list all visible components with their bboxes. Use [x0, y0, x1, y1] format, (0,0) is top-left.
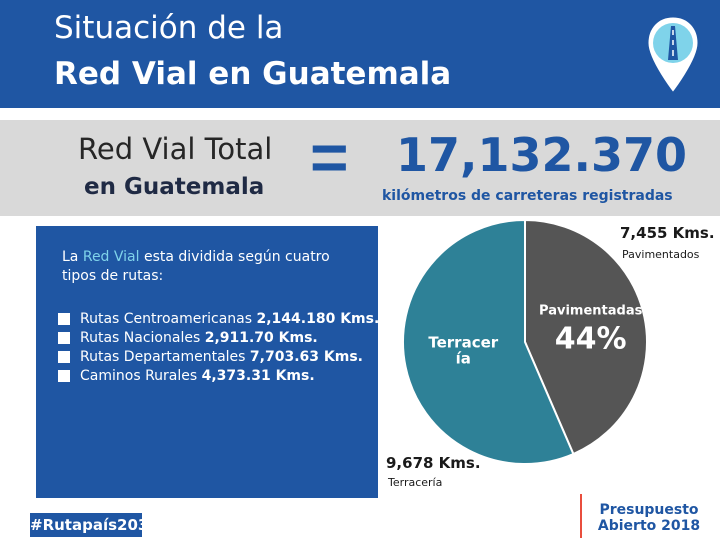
slice-label-dirt: Terracer	[428, 334, 498, 352]
footer-divider	[580, 494, 582, 538]
total-label-line2: en Guatemala	[84, 174, 265, 200]
routes-intro: La Red Vial esta dividida según cuatro t…	[62, 248, 362, 286]
pie-slice-paved	[524, 220, 648, 456]
road-type-pie-chart: Pavimentadas 44% Terracería	[402, 220, 648, 465]
bullet-square-icon	[58, 370, 70, 382]
road-pin-icon	[645, 14, 701, 96]
list-item: Caminos Rurales 4,373.31 Kms.	[56, 367, 379, 386]
routes-list: Rutas Centroamericanas 2,144.180 Kms. Ru…	[56, 310, 379, 386]
slice-label-paved: Pavimentadas	[539, 303, 643, 318]
budget-line2: Abierto 2018	[597, 518, 701, 534]
paved-annotation-caption: Pavimentados	[622, 248, 700, 261]
route-value: 7,703.63 Kms.	[249, 349, 363, 365]
route-label: Caminos Rurales	[80, 368, 198, 384]
equals-sign: =	[310, 120, 349, 194]
route-value: 2,911.70 Kms.	[204, 330, 318, 346]
route-value: 2,144.180 Kms.	[256, 311, 380, 327]
bullet-square-icon	[58, 351, 70, 363]
intro-suffix: esta dividida según cuatro tipos de ruta…	[62, 249, 330, 284]
header-banner	[0, 0, 720, 108]
hashtag-badge: #Rutapaís2032	[30, 513, 159, 537]
total-label-line1: Red Vial Total	[78, 132, 273, 166]
dirt-annotation-value: 9,678 Kms.	[386, 454, 481, 472]
budget-logo-text: Presupuesto Abierto 2018	[594, 502, 704, 534]
budget-line1: Presupuesto	[599, 502, 699, 518]
intro-highlight: Red Vial	[82, 249, 140, 265]
summary-band	[0, 120, 720, 216]
intro-prefix: La	[62, 249, 83, 265]
page-title-line1: Situación de la	[54, 10, 284, 46]
routes-panel	[36, 226, 378, 498]
route-label: Rutas Nacionales	[80, 330, 201, 346]
total-value: 17,132.370	[396, 128, 688, 182]
total-caption: kilómetros de carreteras registradas	[382, 188, 673, 204]
route-label: Rutas Departamentales	[80, 349, 246, 365]
pie-slice-dirt	[402, 220, 575, 465]
list-item: Rutas Centroamericanas 2,144.180 Kms.	[56, 310, 379, 329]
page-title-line2: Red Vial en Guatemala	[54, 56, 452, 92]
bullet-square-icon	[58, 313, 70, 325]
slice-percent-paved: 44%	[555, 321, 627, 356]
list-item: Rutas Departamentales 7,703.63 Kms.	[56, 348, 379, 367]
route-label: Rutas Centroamericanas	[80, 311, 253, 327]
bullet-square-icon	[58, 332, 70, 344]
list-item: Rutas Nacionales 2,911.70 Kms.	[56, 329, 379, 348]
slice-label-dirt: ía	[456, 350, 471, 368]
route-value: 4,373.31 Kms.	[201, 368, 315, 384]
dirt-annotation-caption: Terracería	[388, 476, 443, 489]
paved-annotation-value: 7,455 Kms.	[620, 224, 715, 242]
